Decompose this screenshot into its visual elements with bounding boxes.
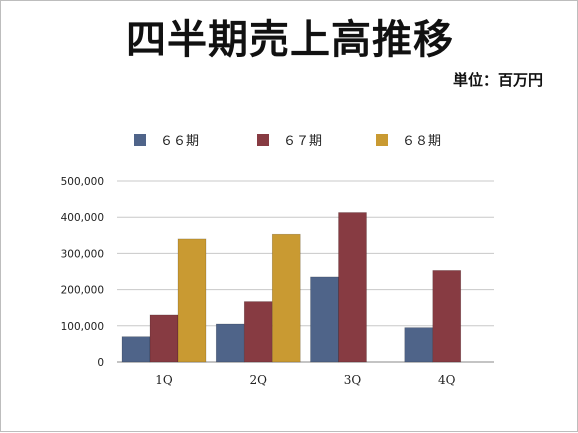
x-axis: 1Q 2Q 3Q 4Q bbox=[155, 373, 455, 387]
y-tick-label: 400,000 bbox=[61, 212, 104, 224]
y-tick-label: 300,000 bbox=[61, 248, 104, 260]
bar-67-2Q bbox=[243, 301, 273, 363]
legend-swatch-66 bbox=[134, 134, 146, 146]
y-tick-label: 200,000 bbox=[61, 285, 104, 297]
x-category-label: 2Q bbox=[250, 373, 268, 387]
bar-67-4Q bbox=[432, 270, 462, 363]
bar-67-3Q bbox=[338, 212, 367, 363]
legend-swatch-68 bbox=[376, 134, 388, 146]
legend-label: ６８期 bbox=[402, 134, 441, 149]
y-axis-ticks: 0 100,000 200,000 300,000 400,000 500,000 bbox=[61, 176, 104, 369]
chart-legend: ６６期 ６７期 ６８期 bbox=[134, 134, 441, 149]
bar-68-1Q bbox=[177, 238, 207, 363]
y-tick-label: 100,000 bbox=[61, 321, 104, 333]
bar-66-3Q bbox=[310, 276, 339, 363]
y-tick-label: 0 bbox=[97, 357, 104, 369]
bar-67-1Q bbox=[149, 314, 179, 363]
legend-label: ６７期 bbox=[283, 134, 322, 149]
bar-66-2Q bbox=[215, 323, 245, 363]
bar-66-4Q bbox=[404, 327, 434, 363]
legend-swatch-67 bbox=[257, 134, 269, 146]
unit-label: 単位：百万円 bbox=[452, 71, 543, 89]
x-category-label: 4Q bbox=[438, 373, 456, 387]
chart-bars bbox=[121, 212, 462, 363]
legend-label: ６６期 bbox=[160, 134, 199, 149]
page-title: 四半期売上高推移 bbox=[126, 17, 454, 63]
y-tick-label: 500,000 bbox=[61, 176, 104, 188]
x-category-label: 3Q bbox=[344, 373, 362, 387]
bar-68-2Q bbox=[271, 233, 301, 363]
bar-66-1Q bbox=[121, 336, 151, 363]
x-category-label: 1Q bbox=[155, 373, 173, 387]
